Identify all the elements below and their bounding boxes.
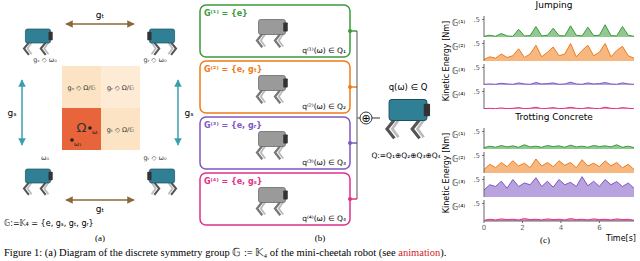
svg-text:gₛ: gₛ — [184, 108, 193, 118]
svg-text:.5: .5 — [473, 16, 480, 24]
svg-text:(b): (b) — [315, 233, 326, 243]
svg-text:0: 0 — [482, 224, 486, 232]
svg-text:gᵣ ◇ Ω/𝔾: gᵣ ◇ Ω/𝔾 — [107, 84, 134, 92]
html-text:𝔾⁽³⁾: 𝔾⁽³⁾ — [452, 179, 466, 188]
svg-text:Ω: Ω — [77, 120, 87, 135]
svg-text:.5: .5 — [473, 128, 480, 136]
svg-text:ω₀: ω₀ — [41, 154, 49, 162]
html-text:Trotting Concrete: Trotting Concrete — [515, 112, 593, 122]
svg-text:q⁽³⁾(ω) ∈ Q₃: q⁽³⁾(ω) ∈ Q₃ — [302, 158, 346, 167]
svg-text:gₛ ◇ Ω/𝔾: gₛ ◇ Ω/𝔾 — [68, 84, 96, 92]
html-text:Kinetic Energy [Nm]: Kinetic Energy [Nm] — [441, 20, 451, 102]
html-text:𝔾⁽³⁾: 𝔾⁽³⁾ — [452, 67, 466, 76]
svg-text:gᵣ ◇ ω₀: gᵣ ◇ ω₀ — [144, 56, 167, 64]
svg-text:G⁽²⁾ = {e, gₜ}: G⁽²⁾ = {e, gₜ} — [204, 65, 262, 74]
html-text:𝔾⁽²⁾: 𝔾⁽²⁾ — [452, 155, 466, 164]
html-text:𝔾⁽¹⁾: 𝔾⁽¹⁾ — [452, 19, 466, 28]
svg-text:Q:=Q₁⊕Q₂⊕Q₃⊕Q₄: Q:=Q₁⊕Q₂⊕Q₃⊕Q₄ — [371, 151, 440, 160]
svg-text:.5: .5 — [473, 40, 480, 48]
svg-text:G⁽⁴⁾ = {e, gₛ}: G⁽⁴⁾ = {e, gₛ} — [204, 177, 262, 186]
svg-text:(a): (a) — [95, 233, 105, 243]
svg-text:.5: .5 — [473, 152, 480, 160]
html-text:Jumping: Jumping — [535, 0, 573, 10]
svg-text:gₜ: gₜ — [96, 10, 105, 20]
svg-text:⊕: ⊕ — [361, 112, 370, 125]
html-text:Figure 1: (a) Diagram of the d: Figure 1: (a) Diagram of the discrete sy… — [4, 247, 447, 258]
html-text:𝔾⁽⁴⁾: 𝔾⁽⁴⁾ — [452, 91, 466, 100]
svg-text:gₜ ◇ Ω/𝔾: gₜ ◇ Ω/𝔾 — [107, 126, 134, 134]
svg-text:ωᵢ: ωᵢ — [92, 128, 98, 135]
svg-text:.5: .5 — [473, 200, 480, 208]
html-text:𝔾⁽¹⁾: 𝔾⁽¹⁾ — [452, 131, 466, 140]
svg-text:q⁽⁴⁾(ω) ∈ Q₄: q⁽⁴⁾(ω) ∈ Q₄ — [302, 214, 346, 223]
svg-text:q⁽¹⁾(ω) ∈ Q₁: q⁽¹⁾(ω) ∈ Q₁ — [302, 46, 346, 55]
svg-text:6: 6 — [597, 224, 602, 232]
html-text:Time[s]: Time[s] — [606, 234, 636, 243]
svg-text:G⁽³⁾ = {e, gᵣ}: G⁽³⁾ = {e, gᵣ} — [204, 121, 262, 130]
svg-text:q⁽²⁾(ω) ∈ Q₂: q⁽²⁾(ω) ∈ Q₂ — [302, 102, 346, 111]
svg-text:gₛ: gₛ — [8, 108, 17, 118]
svg-text:.5: .5 — [473, 176, 480, 184]
html-text:𝔾⁽⁴⁾: 𝔾⁽⁴⁾ — [452, 203, 466, 212]
svg-text:gₛ ◇ ω₀: gₛ ◇ ω₀ — [33, 56, 57, 64]
svg-text:q(ω) ∈ Q: q(ω) ∈ Q — [389, 82, 428, 92]
svg-text:(c): (c) — [540, 235, 550, 245]
svg-text:gₜ ◇ ω₀: gₜ ◇ ω₀ — [143, 154, 167, 162]
svg-text:G⁽¹⁾ = {e}: G⁽¹⁾ = {e} — [204, 9, 248, 18]
svg-text:.5: .5 — [473, 64, 480, 72]
svg-text:2: 2 — [520, 224, 524, 232]
svg-text:ω₁: ω₁ — [74, 140, 82, 147]
svg-text:𝔾:=𝕂₄ = {e, gₛ, gₜ, gᵣ}: 𝔾:=𝕂₄ = {e, gₛ, gₜ, gᵣ} — [8, 219, 94, 228]
svg-text:4: 4 — [559, 224, 564, 232]
svg-text:.5: .5 — [473, 88, 480, 96]
html-text:𝔾⁽²⁾: 𝔾⁽²⁾ — [452, 43, 466, 52]
svg-text:gₜ: gₜ — [96, 204, 105, 214]
html-text:Kinetic Energy [Nm]: Kinetic Energy [Nm] — [441, 132, 451, 214]
